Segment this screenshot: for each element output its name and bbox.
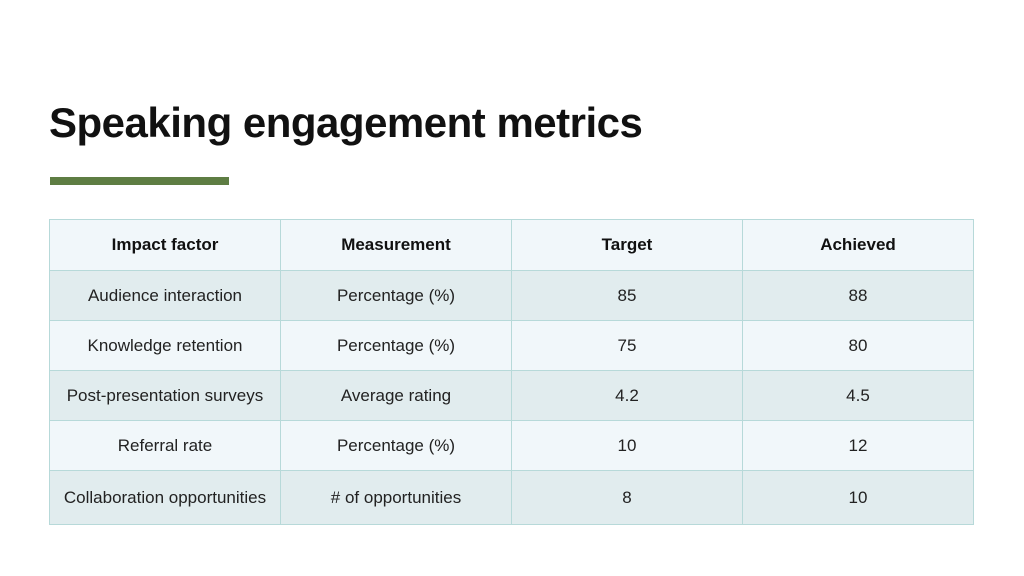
cell-target: 8 bbox=[511, 470, 743, 525]
cell-measurement: # of opportunities bbox=[280, 470, 512, 525]
cell-target: 75 bbox=[511, 320, 743, 371]
table-row: Knowledge retention Percentage (%) 75 80 bbox=[49, 320, 974, 371]
metrics-table-container: Impact factor Measurement Target Achieve… bbox=[49, 219, 974, 525]
table-header-row: Impact factor Measurement Target Achieve… bbox=[49, 219, 974, 271]
header-achieved: Achieved bbox=[742, 219, 974, 271]
cell-achieved: 88 bbox=[742, 270, 974, 321]
header-target: Target bbox=[511, 219, 743, 271]
cell-impact-factor: Referral rate bbox=[49, 420, 281, 471]
cell-impact-factor: Audience interaction bbox=[49, 270, 281, 321]
slide-title: Speaking engagement metrics bbox=[49, 99, 643, 146]
cell-achieved: 12 bbox=[742, 420, 974, 471]
cell-impact-factor: Post-presentation surveys bbox=[49, 370, 281, 421]
cell-target: 4.2 bbox=[511, 370, 743, 421]
table-row: Audience interaction Percentage (%) 85 8… bbox=[49, 270, 974, 321]
cell-impact-factor: Knowledge retention bbox=[49, 320, 281, 371]
cell-measurement: Percentage (%) bbox=[280, 420, 512, 471]
table-row: Post-presentation surveys Average rating… bbox=[49, 370, 974, 421]
cell-target: 10 bbox=[511, 420, 743, 471]
cell-measurement: Average rating bbox=[280, 370, 512, 421]
header-measurement: Measurement bbox=[280, 219, 512, 271]
cell-measurement: Percentage (%) bbox=[280, 270, 512, 321]
header-impact-factor: Impact factor bbox=[49, 219, 281, 271]
title-accent-bar bbox=[50, 177, 229, 185]
cell-impact-factor: Collaboration opportunities bbox=[49, 470, 281, 525]
table-row: Collaboration opportunities # of opportu… bbox=[49, 470, 974, 525]
cell-achieved: 10 bbox=[742, 470, 974, 525]
cell-achieved: 80 bbox=[742, 320, 974, 371]
metrics-table: Impact factor Measurement Target Achieve… bbox=[49, 219, 974, 525]
cell-achieved: 4.5 bbox=[742, 370, 974, 421]
cell-measurement: Percentage (%) bbox=[280, 320, 512, 371]
table-row: Referral rate Percentage (%) 10 12 bbox=[49, 420, 974, 471]
cell-target: 85 bbox=[511, 270, 743, 321]
